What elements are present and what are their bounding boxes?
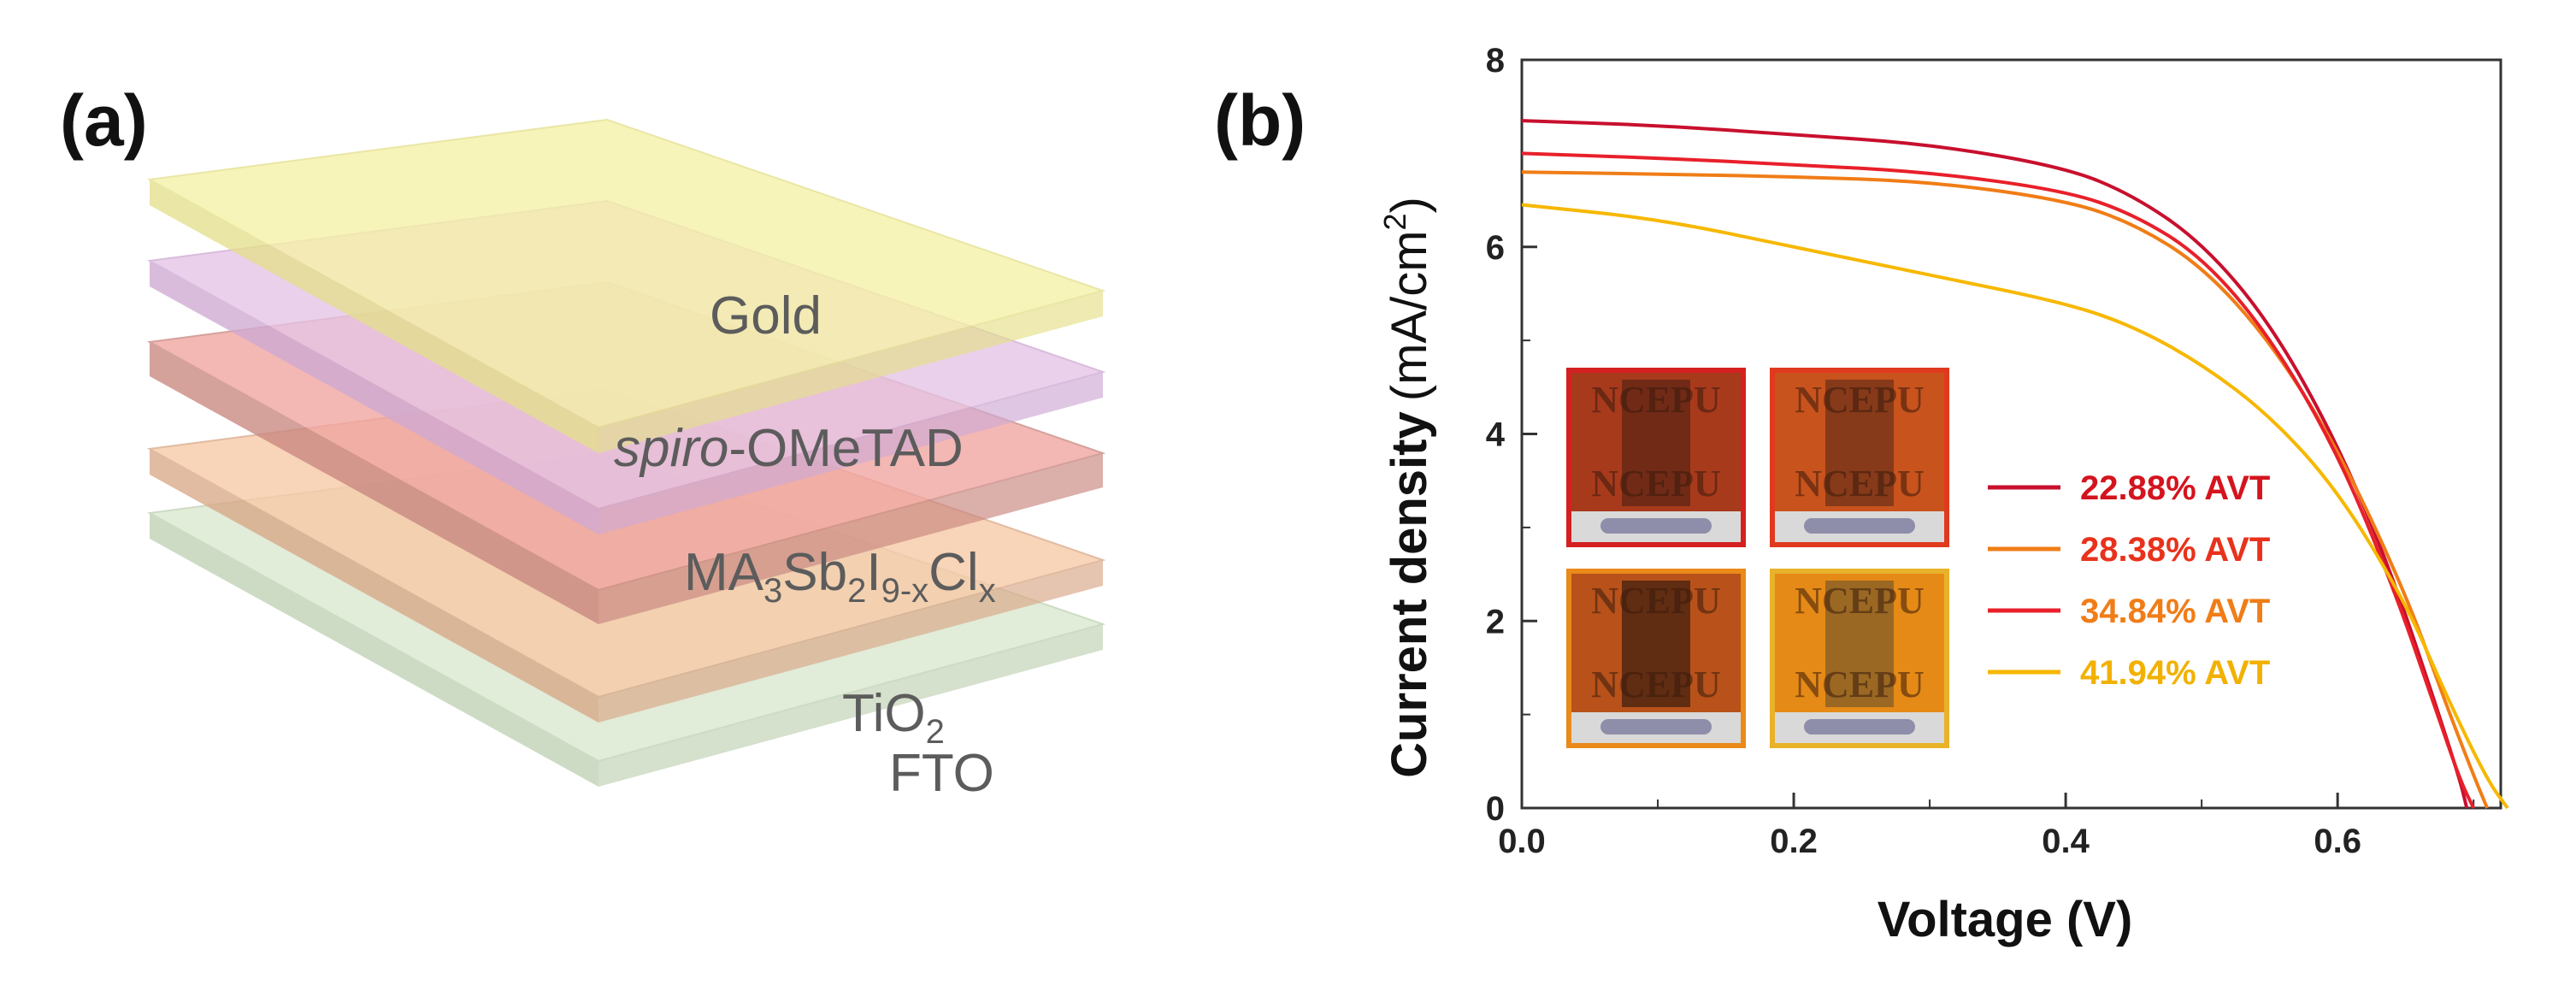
layer-label-spiro-italic: spiro — [614, 419, 728, 478]
photo-strip — [1622, 581, 1690, 707]
y-tick-label: 8 — [1486, 42, 1505, 80]
y-tick-label: 0 — [1486, 790, 1505, 828]
device-photo-2: NCEPU NCEPU — [1566, 569, 1746, 748]
i-sub: 9-x — [881, 572, 929, 610]
y-axis-title-sup: 2 — [1377, 213, 1412, 230]
photo-text-top: NCEPU — [1591, 379, 1721, 421]
device-photos: NCEPU NCEPU NCEPU NCEPU NCEPU NCEPU NCEPU NCEPU — [1566, 368, 1949, 748]
photo-text-top: NCEPU — [1795, 580, 1925, 622]
photo-text-bottom: NCEPU — [1795, 463, 1925, 504]
layer-label-perovskite: MA3Sb2I9-xClx — [684, 543, 996, 610]
jv-plot: 0.0 0.2 0.4 0.6 0 2 4 6 8 — [1486, 42, 2509, 860]
y-axis-title-close: ) — [1382, 197, 1437, 213]
photo-contact — [1600, 518, 1712, 534]
layer-label-tio2: TiO2 — [842, 684, 945, 751]
x-tick-label: 0.4 — [2042, 823, 2090, 860]
photo-contact — [1804, 518, 1915, 534]
tio-part: TiO — [842, 684, 926, 743]
photo-text-top: NCEPU — [1591, 580, 1721, 622]
y-axis-title-unit: (mA/cm — [1382, 230, 1437, 401]
photo-contact — [1804, 719, 1915, 734]
photo-text-bottom: NCEPU — [1795, 664, 1925, 705]
layer-label-spiro: spiro-OMeTAD — [614, 419, 964, 478]
x-axis-title: Voltage (V) — [1877, 892, 2133, 947]
photo-strip — [1825, 581, 1894, 707]
sb-sub: 2 — [847, 572, 866, 610]
ma-part: MA — [684, 543, 764, 602]
layer-stack — [146, 118, 1106, 787]
sb-part: Sb — [782, 543, 847, 602]
device-photo-0: NCEPU NCEPU — [1566, 368, 1746, 547]
i-part: I — [866, 543, 881, 602]
photo-strip — [1825, 380, 1894, 506]
layer-spiro-side — [598, 372, 1103, 534]
layer-label-gold: Gold — [710, 286, 822, 345]
ma-sub: 3 — [763, 572, 782, 610]
layer-gold-side — [598, 291, 1103, 453]
y-axis-title-main: Current density — [1382, 411, 1437, 778]
layer-ma-side — [598, 453, 1103, 624]
layer-fto-side — [598, 624, 1103, 787]
layer-gold-front — [150, 180, 598, 453]
device-photo-1: NCEPU NCEPU — [1770, 368, 1949, 547]
layer-spiro-front — [150, 261, 598, 534]
layer-labels: Gold spiro-OMeTAD MA3Sb2I9-xClx TiO2 FTO — [614, 286, 996, 803]
legend-label-3: 41.94% AVT — [2080, 654, 2270, 692]
legend-label-1: 28.38% AVT — [2080, 531, 2270, 569]
tio-sub: 2 — [926, 713, 945, 751]
layer-ma-front — [150, 342, 598, 624]
layer-label-spiro-rest: -OMeTAD — [728, 419, 963, 478]
x-tick-label: 0.6 — [2314, 823, 2361, 860]
photo-contact — [1600, 719, 1712, 734]
y-tick-label: 2 — [1486, 603, 1505, 640]
cl-sub: x — [979, 572, 996, 610]
layer-gold — [146, 118, 1106, 453]
series-line-3 — [1521, 203, 2509, 810]
y-tick-label: 4 — [1486, 416, 1506, 454]
panel-b-label: (b) — [1214, 80, 1306, 161]
layer-tio2-side — [598, 560, 1103, 723]
layer-tio2-front — [150, 449, 598, 723]
legend-label-2: 34.84% AVT — [2080, 593, 2270, 630]
cl-part: Cl — [928, 543, 979, 602]
series-line-2 — [1521, 151, 2475, 809]
x-tick-label: 0.0 — [1498, 823, 1546, 860]
photo-text-bottom: NCEPU — [1591, 463, 1721, 504]
legend: 22.88% AVT 28.38% AVT 34.84% AVT 41.94% AVT — [1988, 469, 2270, 692]
photo-text-top: NCEPU — [1795, 379, 1925, 421]
device-photo-3: NCEPU NCEPU — [1770, 569, 1949, 748]
series-line-0 — [1521, 119, 2469, 809]
layer-fto-front — [150, 513, 598, 787]
y-axis-title: Current density (mA/cm2) — [1377, 197, 1437, 778]
legend-label-0: 22.88% AVT — [2080, 469, 2270, 507]
y-tick-label: 6 — [1486, 229, 1505, 267]
layer-label-fto: FTO — [889, 744, 994, 803]
photo-strip — [1622, 380, 1690, 506]
panel-a-label: (a) — [60, 80, 148, 161]
x-tick-label: 0.2 — [1770, 823, 1818, 860]
photo-text-bottom: NCEPU — [1591, 664, 1721, 705]
